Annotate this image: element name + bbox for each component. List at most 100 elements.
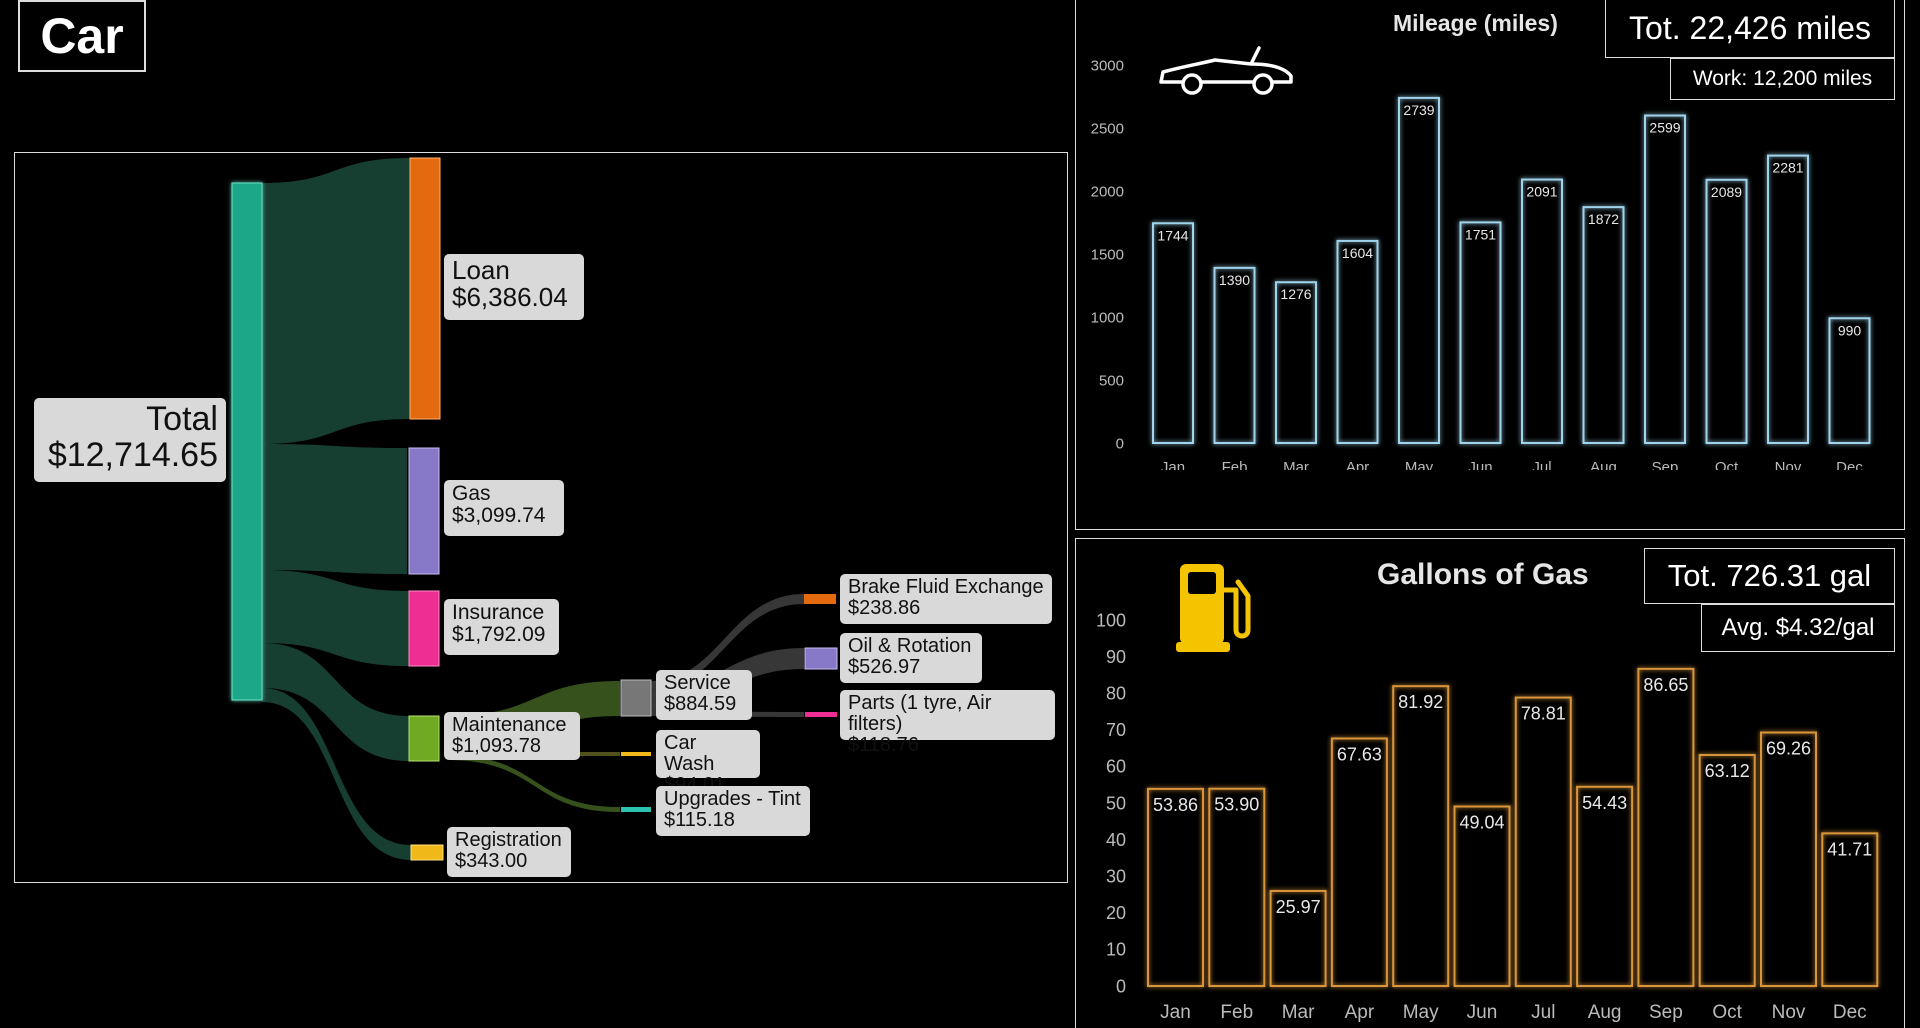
mileage-value-label-nov: 2281 <box>1772 160 1803 176</box>
label-oil-name: Oil & Rotation <box>848 635 972 657</box>
label-maintenance-name: Maintenance <box>452 714 567 736</box>
gas-total: Tot. 726.31 gal <box>1644 548 1895 604</box>
node-brake <box>804 594 836 604</box>
link-total-maintenance <box>262 643 409 761</box>
gas-xtick-may: May <box>1403 1002 1439 1023</box>
mileage-bar-aug <box>1582 206 1625 444</box>
mileage-value-label-may: 2739 <box>1403 102 1434 118</box>
gas-panel <box>1075 538 1905 1028</box>
gas-xtick-aug: Aug <box>1588 1002 1622 1023</box>
gas-ytick-5: 50 <box>1106 793 1126 813</box>
mileage-bar-sep <box>1644 114 1686 444</box>
mileage-bar-nov <box>1767 154 1809 445</box>
mileage-xtick-oct: Oct <box>1715 459 1739 470</box>
gas-chart: 0 10 20 30 40 50 60 70 80 90 100 53.86 Jan 53.90 Feb 25… <box>1096 610 1879 1023</box>
label-total: Total $12,714.65 <box>34 398 226 482</box>
gas-value-label-jan: 53.86 <box>1153 795 1198 815</box>
node-upgrades <box>621 807 651 812</box>
node-maintenance <box>408 715 440 762</box>
label-brake-value: $238.86 <box>848 597 921 619</box>
mileage-value-label-sep: 2599 <box>1649 120 1680 136</box>
mileage-xtick-feb: Feb <box>1222 459 1248 470</box>
gas-bar-jul <box>1514 696 1572 988</box>
mileage-bar-apr <box>1336 239 1379 444</box>
gas-xtick-oct: Oct <box>1712 1002 1742 1023</box>
label-maintenance-value: $1,093.78 <box>452 735 541 757</box>
gas-ytick-6: 60 <box>1106 757 1126 777</box>
label-loan-value: $6,386.04 <box>452 282 568 313</box>
mileage-xtick-mar: Mar <box>1283 459 1309 470</box>
label-parts: Parts (1 tyre, Air filters) $118.76 <box>840 690 1055 756</box>
mileage-bar-dec <box>1828 317 1871 445</box>
gas-bar-feb <box>1208 787 1266 987</box>
link-service-brake <box>651 594 804 690</box>
mileage-ytick-6: 3000 <box>1091 57 1124 74</box>
gas-bar-mar <box>1269 889 1327 987</box>
node-total <box>231 182 263 701</box>
mileage-title: Mileage (miles) <box>1393 10 1558 36</box>
gas-xtick-mar: Mar <box>1282 1002 1315 1023</box>
gas-ytick-7: 70 <box>1106 720 1126 740</box>
mileage-ytick-5: 2500 <box>1091 120 1124 137</box>
label-insurance-name: Insurance <box>452 601 545 624</box>
label-parts-value: $118.76 <box>848 734 919 756</box>
node-registration <box>410 844 444 861</box>
label-service: Service $884.59 <box>656 670 752 720</box>
mileage-bar-jul <box>1521 178 1563 444</box>
label-oil: Oil & Rotation $526.97 <box>840 633 982 683</box>
gas-xtick-jun: Jun <box>1467 1002 1498 1023</box>
mileage-value-label-jun: 1751 <box>1465 226 1496 242</box>
mileage-xtick-jul: Jul <box>1532 459 1551 470</box>
mileage-bar-oct <box>1705 178 1748 444</box>
mileage-xtick-dec: Dec <box>1836 459 1863 470</box>
gas-value-label-jul: 78.81 <box>1521 704 1566 724</box>
mileage-ytick-2: 1000 <box>1091 309 1124 326</box>
mileage-xtick-jun: Jun <box>1468 459 1492 470</box>
link-total-loan <box>262 158 410 444</box>
label-upgrades: Upgrades - Tint $115.18 <box>656 786 810 836</box>
gas-ytick-10: 100 <box>1096 610 1126 630</box>
label-gas-value: $3,099.74 <box>452 504 546 528</box>
gas-average: Avg. $4.32/gal <box>1701 604 1895 652</box>
link-total-registration <box>262 688 411 860</box>
node-insurance <box>408 590 440 667</box>
label-oil-value: $526.97 <box>848 656 921 678</box>
gas-ytick-3: 30 <box>1106 867 1126 887</box>
gas-bar-jun <box>1453 805 1511 987</box>
fuel-pump-icon <box>1176 564 1251 652</box>
gas-xtick-nov: Nov <box>1772 1002 1806 1023</box>
gas-xtick-apr: Apr <box>1345 1002 1375 1023</box>
gas-xtick-jan: Jan <box>1160 1002 1191 1023</box>
gas-bar-dec <box>1821 832 1879 987</box>
gas-value-label-apr: 67.63 <box>1337 744 1382 764</box>
gas-bar-sep <box>1637 667 1695 988</box>
gas-bar-may <box>1392 685 1450 988</box>
link-total-insurance <box>262 570 409 666</box>
gas-bar-oct <box>1698 753 1756 987</box>
label-insurance: Insurance $1,792.09 <box>444 599 559 655</box>
mileage-value-label-aug: 1872 <box>1588 211 1619 227</box>
mileage-bar-jun <box>1459 221 1502 444</box>
gas-bar-aug <box>1576 785 1634 987</box>
label-upgrades-name: Upgrades - Tint <box>664 788 801 810</box>
gas-title: Gallons of Gas <box>1377 558 1589 591</box>
link-maintenance-upgrades <box>447 755 620 812</box>
mileage-xtick-may: May <box>1405 459 1434 470</box>
mileage-value-label-jul: 2091 <box>1526 184 1557 200</box>
gas-value-label-aug: 54.43 <box>1582 793 1627 813</box>
mileage-xtick-apr: Apr <box>1346 459 1369 470</box>
gas-value-label-feb: 53.90 <box>1214 795 1259 815</box>
mileage-value-label-apr: 1604 <box>1342 245 1373 261</box>
node-parts <box>805 712 837 717</box>
node-gas <box>408 447 440 575</box>
mileage-chart: 0 500 1000 1500 2000 2500 3000 1744 Jan 1390 Feb 12… <box>1091 57 1871 470</box>
mileage-value-label-jan: 1744 <box>1157 227 1188 243</box>
node-carwash <box>621 752 651 756</box>
label-upgrades-value: $115.18 <box>664 809 735 831</box>
mileage-work: Work: 12,200 miles <box>1670 58 1895 100</box>
gas-ytick-4: 40 <box>1106 830 1126 850</box>
label-brake: Brake Fluid Exchange $238.86 <box>840 574 1052 624</box>
node-oil <box>804 647 838 670</box>
label-carwash: Car Wash $94.01 <box>656 730 760 796</box>
sankey-panel <box>14 152 1068 883</box>
